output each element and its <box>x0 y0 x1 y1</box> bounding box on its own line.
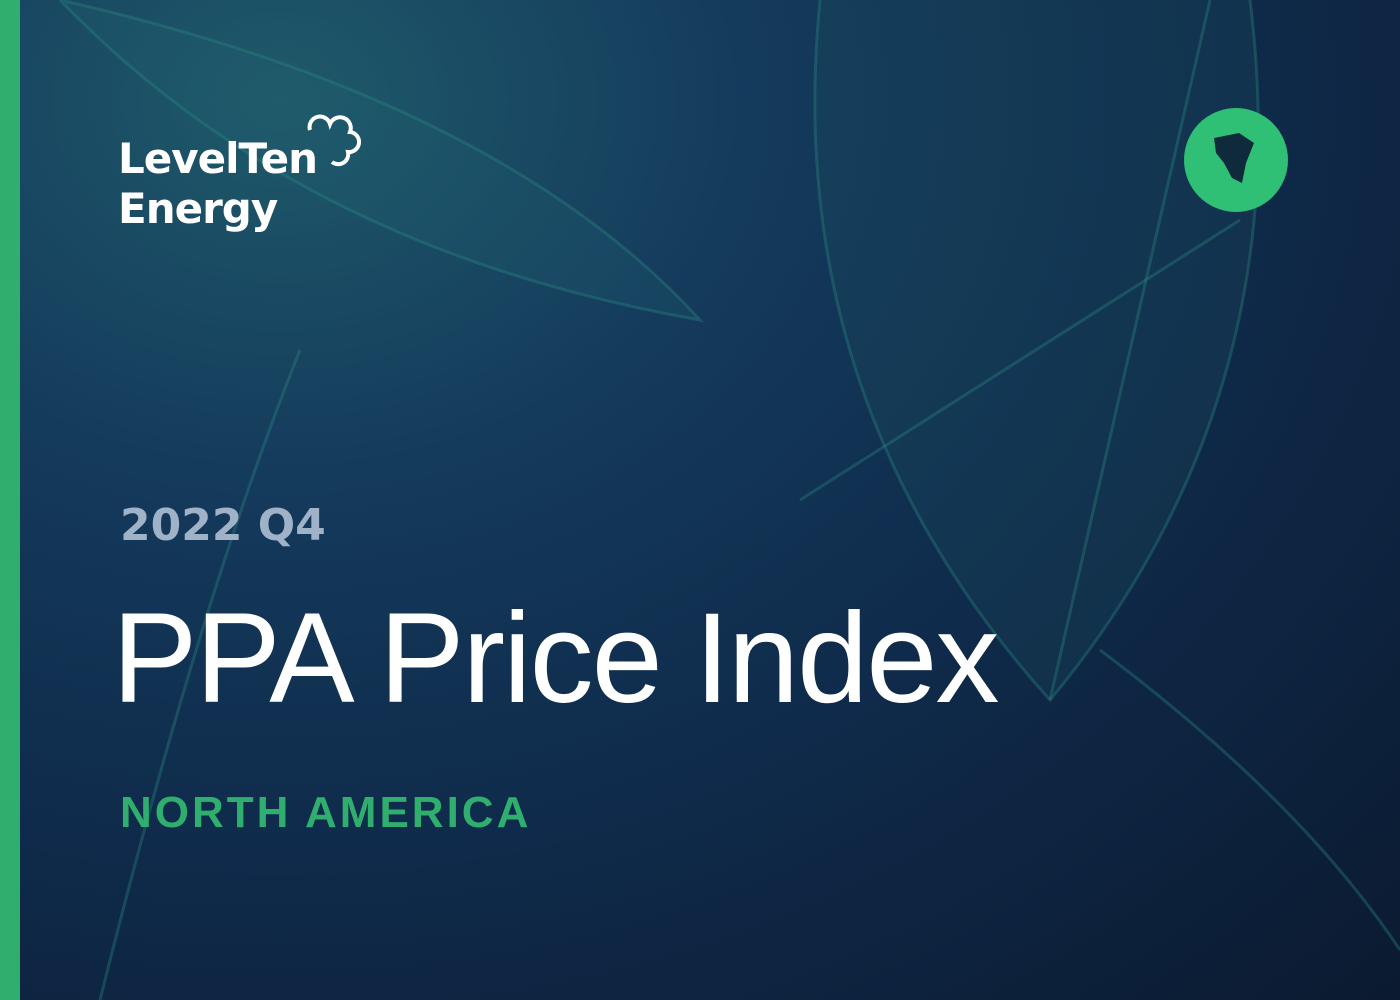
continent <box>1214 133 1254 183</box>
logo-line: Energy <box>118 184 278 233</box>
logo-line: LevelTen <box>118 134 318 183</box>
logo-icon <box>307 114 361 167</box>
edition: 2022 Q4 <box>120 500 326 551</box>
globe-icon <box>1184 108 1288 212</box>
title: PPA Price Index <box>112 587 999 730</box>
accent-bar <box>0 0 20 1000</box>
region: NORTH AMERICA <box>120 788 532 837</box>
